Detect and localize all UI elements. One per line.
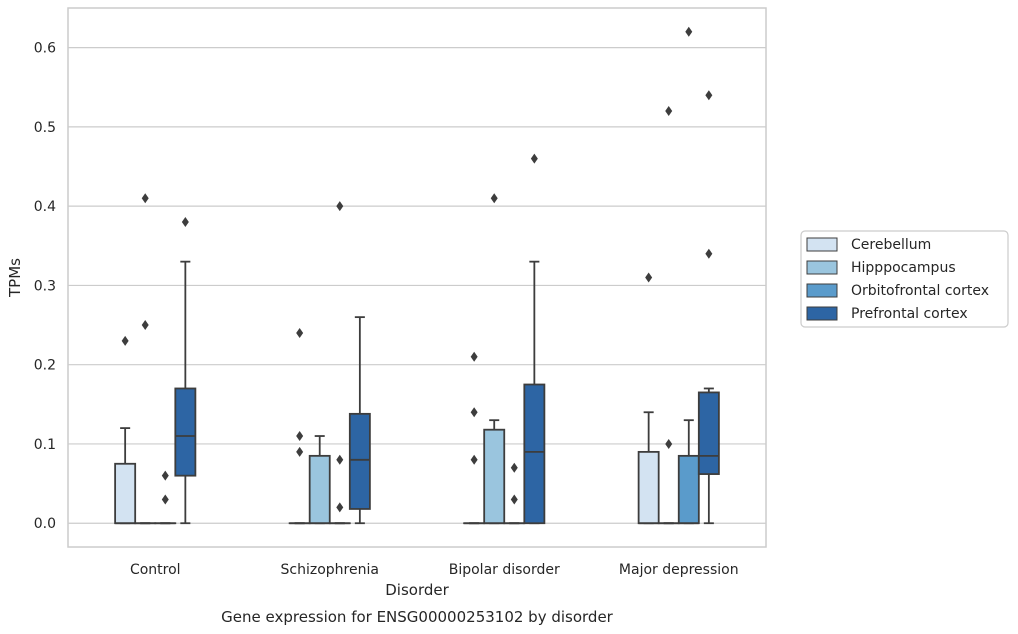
y-tick-label: 0.1 xyxy=(34,437,56,453)
outlier-point xyxy=(705,90,713,101)
box-body xyxy=(637,450,660,525)
outlier-point xyxy=(296,327,304,338)
outlier-point xyxy=(336,502,344,513)
legend-frame xyxy=(800,230,1009,328)
outlier-point xyxy=(296,431,304,442)
box-hipppocampus xyxy=(483,193,506,525)
box-cerebellum xyxy=(288,327,311,525)
outlier-point xyxy=(510,462,518,473)
outlier-point xyxy=(161,494,169,505)
outlier-point xyxy=(510,494,518,505)
outlier-point xyxy=(470,351,478,362)
box-prefrontal-cortex xyxy=(523,153,546,525)
y-axis-title: TPMs xyxy=(6,258,24,298)
outlier-point xyxy=(296,446,304,457)
plot-frame xyxy=(67,7,767,548)
y-tick-label: 0.4 xyxy=(34,199,56,215)
box-prefrontal-cortex xyxy=(348,316,371,525)
box-body xyxy=(523,383,546,525)
box-body xyxy=(348,412,371,510)
outlier-point xyxy=(336,454,344,465)
box-series xyxy=(114,26,720,525)
chart-caption: Gene expression for ENSG00000253102 by d… xyxy=(221,608,614,626)
outlier-point xyxy=(161,470,169,481)
legend-swatch xyxy=(806,237,838,252)
outlier-point xyxy=(490,193,498,204)
x-tick-label: Schizophrenia xyxy=(281,562,379,578)
x-tick-label: Major depression xyxy=(619,562,739,578)
y-tick-label: 0.0 xyxy=(34,516,56,532)
box-hipppocampus xyxy=(134,193,157,525)
y-axis-ticks: 0.0 0.1 0.2 0.3 0.4 0.5 0.6 xyxy=(34,41,56,533)
box-orbitofrontal-cortex xyxy=(328,201,351,525)
legend-label: Orbitofrontal cortex xyxy=(851,283,989,299)
outlier-point xyxy=(470,407,478,418)
legend-label: Cerebellum xyxy=(851,237,931,253)
outlier-point xyxy=(665,106,673,117)
legend-label: Hipppocampus xyxy=(851,260,956,276)
outlier-point xyxy=(141,193,149,204)
outlier-point xyxy=(665,438,673,449)
box-prefrontal-cortex xyxy=(174,217,197,525)
box-orbitofrontal-cortex xyxy=(677,26,700,525)
legend-swatch xyxy=(806,283,838,298)
outlier-point xyxy=(141,320,149,331)
x-axis-ticks: Control Schizophrenia Bipolar disorder Majo… xyxy=(130,562,739,578)
box-orbitofrontal-cortex xyxy=(154,470,177,525)
y-tick-label: 0.5 xyxy=(34,120,56,136)
x-axis-title: Disorder xyxy=(385,581,449,599)
outlier-point xyxy=(470,454,478,465)
y-tick-label: 0.6 xyxy=(34,41,56,57)
box-hipppocampus xyxy=(657,106,680,525)
outlier-point xyxy=(645,272,653,283)
box-body xyxy=(174,387,197,477)
outlier-point xyxy=(336,201,344,212)
box-hipppocampus xyxy=(308,435,331,525)
box-body xyxy=(483,428,506,525)
y-tick-label: 0.2 xyxy=(34,358,56,374)
box-cerebellum xyxy=(114,335,137,525)
box-body xyxy=(697,391,720,475)
x-tick-label: Bipolar disorder xyxy=(449,562,560,578)
legend-label: Prefrontal cortex xyxy=(851,306,968,322)
box-body xyxy=(308,454,331,525)
box-prefrontal-cortex xyxy=(697,90,720,525)
x-tick-label: Control xyxy=(130,562,181,578)
legend-swatch xyxy=(806,260,838,275)
outlier-point xyxy=(121,335,129,346)
legend-swatch xyxy=(806,306,838,321)
box-orbitofrontal-cortex xyxy=(503,462,526,525)
box-body xyxy=(114,462,137,525)
outlier-point xyxy=(705,248,713,259)
outlier-point xyxy=(685,26,693,37)
grid-lines xyxy=(68,47,766,524)
box-cerebellum xyxy=(637,272,660,525)
legend: Cerebellum Hipppocampus Orbitofrontal cort… xyxy=(800,230,1009,328)
box-body xyxy=(677,454,700,525)
box-cerebellum xyxy=(463,351,486,525)
outlier-point xyxy=(530,153,538,164)
y-tick-label: 0.3 xyxy=(34,278,56,294)
outlier-point xyxy=(181,217,189,228)
